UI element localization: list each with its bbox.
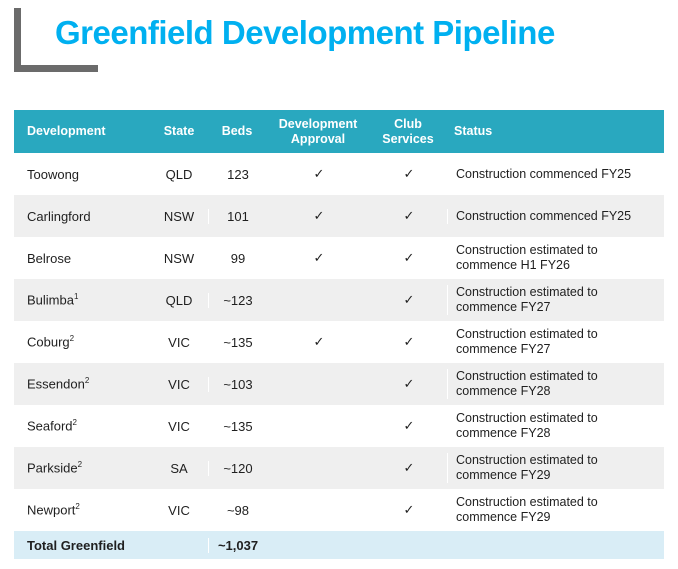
status-text: Construction estimated to commence FY28 (456, 369, 598, 398)
beds-cell: ~120 (208, 460, 267, 476)
header-development: Development (27, 124, 106, 138)
check-icon: ✓ (313, 166, 325, 181)
club-services-cell: ✓ (371, 502, 447, 518)
status-cell: Construction estimated to commence FY28 (447, 369, 664, 399)
development-cell: Carlingford (27, 208, 91, 224)
total-row: Total Greenfield ~1,037 (14, 531, 664, 559)
development-approval-cell: ✓ (267, 250, 371, 266)
status-cell: Construction estimated to commence H1 FY… (447, 243, 664, 273)
status-cell: Construction estimated to commence FY29 (447, 453, 664, 483)
development-cell: Parkside2 (27, 460, 83, 476)
table-row: Seaford2 VIC ~135 ✓ Construction estimated t… (14, 405, 664, 447)
club-services-cell: ✓ (371, 250, 447, 266)
development-cell: Seaford2 (27, 418, 77, 434)
club-services-cell: ✓ (371, 208, 447, 224)
status-cell: Construction commenced FY25 (447, 166, 664, 182)
total-label: Total Greenfield (27, 537, 125, 553)
state-cell: QLD (165, 292, 193, 308)
status-text: Construction estimated to commence FY27 (456, 285, 598, 314)
beds-cell: ~103 (208, 376, 267, 392)
table-row: Newport2 VIC ~98 ✓ Construction estimated to… (14, 489, 664, 531)
status-text: Construction estimated to commence FY27 (456, 327, 598, 356)
development-approval-cell: ✓ (267, 334, 371, 350)
status-text: Construction estimated to commence FY29 (456, 453, 598, 482)
status-text: Construction commenced FY25 (456, 208, 632, 223)
table-row: Bulimba1 QLD ~123 ✓ Construction estimated t… (14, 279, 664, 321)
header-status: Status (454, 124, 493, 138)
table-header-row: Development State Beds Development Appro… (14, 110, 664, 153)
corner-l-mark (14, 8, 98, 72)
club-services-cell: ✓ (371, 166, 447, 182)
check-icon: ✓ (403, 502, 415, 517)
state-cell: NSW (163, 208, 195, 224)
check-icon: ✓ (403, 460, 415, 475)
beds-cell: 101 (208, 208, 267, 224)
table-row: Parkside2 SA ~120 ✓ Construction estimated t… (14, 447, 664, 489)
beds-cell: ~98 (208, 502, 267, 518)
state-cell: SA (170, 460, 188, 476)
state-cell: NSW (163, 250, 195, 266)
header-club-services: Club Services (382, 116, 434, 146)
pipeline-table: Development State Beds Development Appro… (14, 110, 664, 559)
check-icon: ✓ (403, 418, 415, 433)
check-icon: ✓ (313, 250, 325, 265)
beds-cell: 99 (208, 250, 267, 266)
club-services-cell: ✓ (371, 418, 447, 434)
table-row: Coburg2 VIC ~135 ✓ ✓ Construction estimated t… (14, 321, 664, 363)
check-icon: ✓ (403, 208, 415, 223)
header-beds: Beds (221, 124, 253, 138)
state-cell: VIC (168, 502, 190, 518)
check-icon: ✓ (403, 334, 415, 349)
check-icon: ✓ (313, 334, 325, 349)
state-cell: VIC (168, 418, 190, 434)
development-cell: Essendon2 (27, 376, 90, 392)
club-services-cell: ✓ (371, 292, 447, 308)
check-icon: ✓ (403, 166, 415, 181)
development-cell: Bulimba1 (27, 292, 79, 308)
table-row: Essendon2 VIC ~103 ✓ Construction estimated … (14, 363, 664, 405)
header-state: State (163, 124, 195, 138)
check-icon: ✓ (403, 250, 415, 265)
status-cell: Construction estimated to commence FY28 (447, 411, 664, 441)
development-cell: Newport2 (27, 502, 80, 518)
status-text: Construction commenced FY25 (456, 166, 632, 181)
status-cell: Construction estimated to commence FY29 (447, 495, 664, 525)
check-icon: ✓ (313, 208, 325, 223)
beds-cell: ~135 (208, 334, 267, 350)
beds-cell: 123 (208, 166, 267, 182)
status-cell: Construction commenced FY25 (447, 208, 664, 224)
status-text: Construction estimated to commence FY29 (456, 495, 598, 524)
table-body: Toowong QLD 123 ✓ ✓ Construction commenced FY… (14, 153, 664, 531)
check-icon: ✓ (403, 292, 415, 307)
status-cell: Construction estimated to commence FY27 (447, 327, 664, 357)
club-services-cell: ✓ (371, 376, 447, 392)
state-cell: VIC (168, 334, 190, 350)
club-services-cell: ✓ (371, 460, 447, 476)
check-icon: ✓ (403, 376, 415, 391)
development-cell: Belrose (27, 250, 72, 266)
table-row: Toowong QLD 123 ✓ ✓ Construction commenced FY… (14, 153, 664, 195)
status-text: Construction estimated to commence H1 FY… (456, 243, 598, 272)
development-cell: Toowong (27, 166, 80, 182)
header-development-approval: Development Approval (278, 116, 358, 146)
development-approval-cell: ✓ (267, 166, 371, 182)
table-row: Belrose NSW 99 ✓ ✓ Construction estimated to … (14, 237, 664, 279)
page-title: Greenfield Development Pipeline (55, 14, 555, 51)
table-row: Carlingford NSW 101 ✓ ✓ Construction commence… (14, 195, 664, 237)
club-services-cell: ✓ (371, 334, 447, 350)
status-text: Construction estimated to commence FY28 (456, 411, 598, 440)
status-cell: Construction estimated to commence FY27 (447, 285, 664, 315)
beds-cell: ~123 (208, 292, 267, 308)
total-beds: ~1,037 (208, 537, 267, 553)
development-cell: Coburg2 (27, 334, 75, 350)
state-cell: QLD (165, 166, 193, 182)
state-cell: VIC (168, 376, 190, 392)
beds-cell: ~135 (208, 418, 267, 434)
development-approval-cell: ✓ (267, 208, 371, 224)
